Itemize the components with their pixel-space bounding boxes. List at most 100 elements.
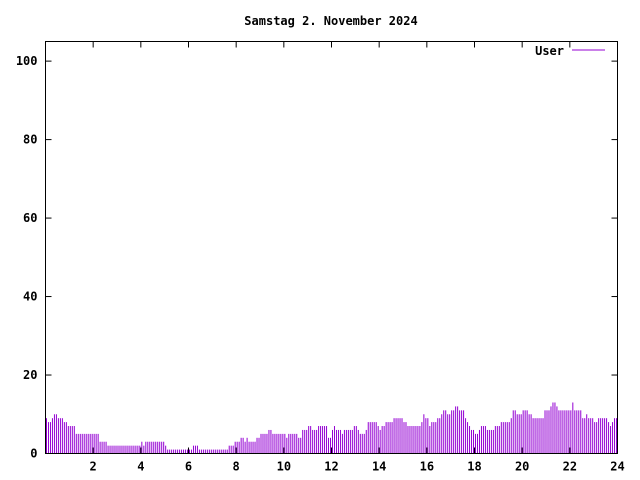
- bar: [246, 437, 248, 454]
- x-tick-label: 14: [372, 460, 386, 474]
- bar: [222, 449, 224, 454]
- bar: [335, 429, 337, 454]
- bar: [554, 402, 556, 454]
- bar: [377, 426, 379, 454]
- bar: [206, 449, 208, 454]
- bar: [391, 422, 393, 454]
- bar: [475, 433, 476, 454]
- bar: [393, 418, 395, 454]
- bar: [498, 426, 500, 454]
- bar: [534, 418, 536, 454]
- bar: [514, 410, 516, 454]
- bar: [347, 429, 349, 454]
- bar: [451, 410, 453, 454]
- y-tick-label: 60: [23, 211, 37, 225]
- bar: [292, 433, 294, 454]
- bar: [546, 410, 548, 454]
- plot-frame: [45, 41, 618, 454]
- bar: [530, 414, 532, 454]
- bar: [167, 449, 169, 454]
- bar: [488, 429, 490, 454]
- bar: [441, 414, 443, 454]
- bar: [349, 429, 351, 454]
- bar: [99, 441, 101, 454]
- bar: [153, 441, 155, 454]
- bar: [280, 433, 282, 454]
- bar: [125, 445, 127, 454]
- bar: [606, 418, 608, 454]
- bar: [459, 410, 461, 454]
- bar: [248, 441, 250, 454]
- bar: [204, 449, 206, 454]
- bar: [137, 445, 139, 454]
- bar: [341, 433, 343, 454]
- bar: [337, 429, 339, 454]
- bar: [616, 418, 618, 454]
- bar: [81, 433, 83, 454]
- bar: [504, 422, 506, 454]
- bar: [59, 418, 61, 454]
- bar: [447, 414, 449, 454]
- y-tick-label: 0: [30, 447, 37, 461]
- bar: [242, 437, 244, 454]
- bar: [143, 445, 145, 454]
- bar: [351, 429, 353, 454]
- bar: [270, 429, 272, 454]
- bar: [480, 426, 482, 454]
- x-tick-label: 22: [563, 460, 577, 474]
- bar: [332, 429, 333, 454]
- bar: [330, 437, 332, 454]
- bar: [604, 418, 606, 454]
- bar: [413, 426, 415, 454]
- bar: [365, 429, 367, 454]
- bar: [53, 414, 55, 454]
- bar: [427, 418, 429, 454]
- bar: [202, 449, 204, 454]
- bar: [274, 433, 276, 454]
- bar: [75, 433, 77, 454]
- bar: [250, 441, 252, 454]
- bar: [216, 449, 218, 454]
- bar: [123, 445, 125, 454]
- bar: [600, 418, 602, 454]
- bar: [161, 441, 163, 454]
- bar: [385, 422, 387, 454]
- bar: [105, 441, 107, 454]
- bar: [357, 429, 359, 454]
- bar: [490, 429, 492, 454]
- bar: [288, 433, 290, 454]
- bar: [542, 418, 544, 454]
- bar: [226, 449, 228, 454]
- bar: [157, 441, 159, 454]
- bar: [536, 418, 538, 454]
- bar: [252, 441, 254, 454]
- bar: [214, 449, 216, 454]
- bar: [578, 410, 580, 454]
- bar: [127, 445, 129, 454]
- bar: [518, 414, 520, 454]
- bar: [411, 426, 413, 454]
- x-tick-label: 20: [515, 460, 529, 474]
- bar: [165, 445, 167, 454]
- bar: [306, 429, 308, 454]
- x-tick-label: 2: [90, 460, 97, 474]
- bar: [83, 433, 85, 454]
- bar: [121, 445, 123, 454]
- bars-group: [46, 402, 618, 454]
- bar: [431, 422, 433, 454]
- bar: [145, 441, 147, 454]
- bar: [230, 445, 232, 454]
- x-tick-label: 8: [233, 460, 240, 474]
- bar: [361, 433, 363, 454]
- bar: [49, 422, 51, 454]
- bar: [343, 429, 345, 454]
- bar: [61, 418, 63, 454]
- bar: [57, 418, 59, 454]
- bar: [196, 445, 198, 454]
- bar: [73, 426, 75, 454]
- bar: [598, 418, 600, 454]
- bar: [548, 410, 550, 454]
- bar: [407, 426, 409, 454]
- bar: [187, 449, 189, 454]
- bar: [185, 449, 187, 454]
